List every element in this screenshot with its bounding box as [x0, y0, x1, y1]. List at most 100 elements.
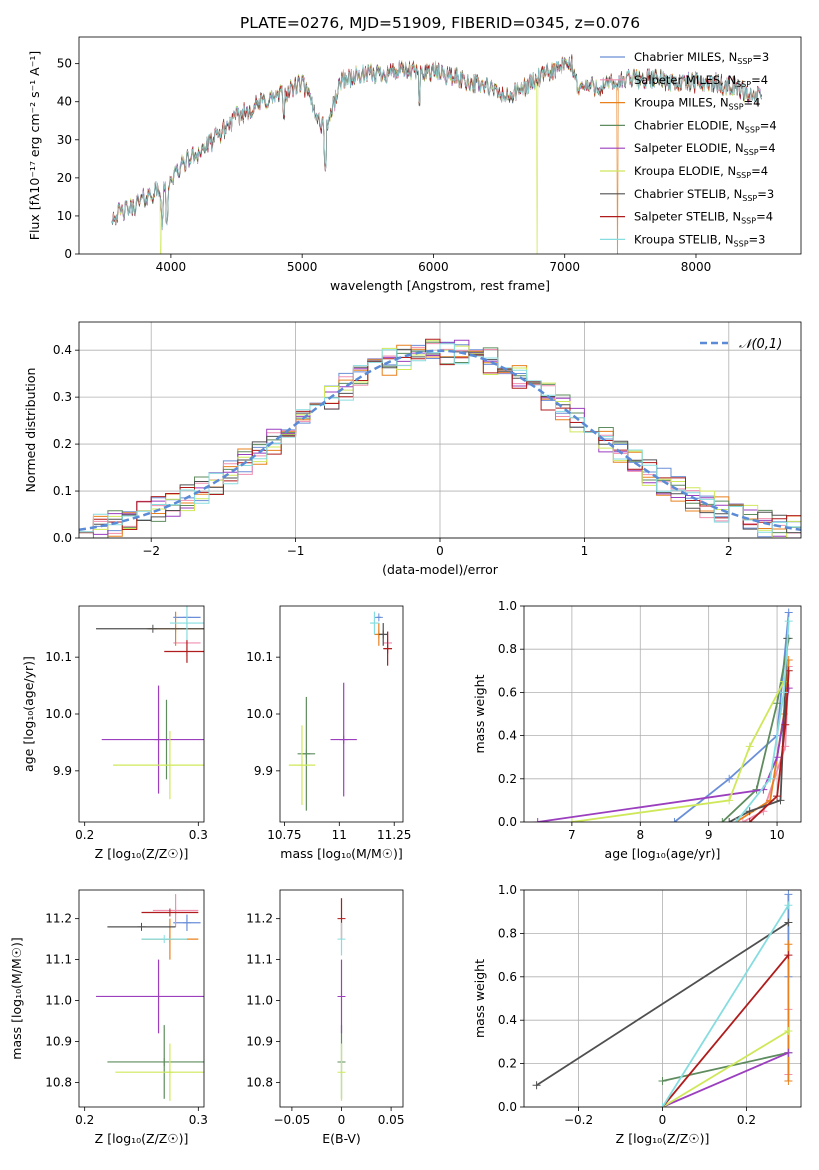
x-tick-label: 0.2	[75, 1113, 94, 1127]
legend-entry: Kroupa MILES, NSSP=4	[634, 96, 760, 112]
weight-marker	[779, 688, 788, 697]
x-axis-label: mass [log₁₀(M/M☉)]	[280, 846, 402, 861]
y-tick-label: 10	[57, 209, 72, 223]
weight-marker	[670, 818, 679, 822]
x-tick-label: −1	[287, 544, 305, 558]
y-axis-label: mass weight	[472, 959, 487, 1038]
axes-frame	[78, 321, 802, 539]
histogram-panel: −2 −1 0 1 2 0.0 0.1 0.2 0.3 0.4 (data-model)/error…	[23, 321, 802, 577]
age-vs-z-panel: 0.2 0.3 9.9 10.0 10.1 Z [log₁₀(Z/Z☉)] age [log…	[21, 605, 208, 861]
legend-entry: Chabrier ELODIE, NSSP=4	[634, 118, 777, 134]
weight-marker	[784, 951, 793, 960]
legend-entry: Kroupa ELODIE, NSSP=4	[634, 164, 768, 180]
axes-frame	[523, 605, 802, 823]
weight-marker	[745, 818, 754, 822]
y-tick-label: 0.0	[498, 1100, 517, 1114]
y-tick-label: 11.0	[246, 994, 273, 1008]
y-tick-label: 10.9	[45, 1034, 72, 1048]
mass-vs-z-panel-plot-area	[96, 894, 204, 1101]
y-tick-label: 0.1	[53, 484, 72, 498]
weight-marker	[784, 940, 793, 949]
weight-marker	[773, 699, 782, 708]
data-point	[154, 992, 163, 1001]
x-axis-label: wavelength [Angstrom, rest frame]	[330, 278, 550, 293]
x-tick-label: 1	[581, 544, 589, 558]
weight-marker	[725, 796, 734, 805]
legend-entry: Salpeter ELODIE, NSSP=4	[634, 141, 776, 157]
weight-line	[536, 921, 789, 1087]
x-tick-label: 5000	[287, 260, 318, 274]
weight-marker	[738, 818, 747, 822]
y-axis-label: age [log₁₀(age/yr)]	[21, 656, 36, 772]
data-point	[337, 935, 346, 944]
axes-frame	[78, 36, 802, 255]
y-tick-label: 0.2	[498, 1057, 517, 1071]
y-tick-label: 0.3	[53, 390, 72, 404]
y-tick-label: 11.2	[246, 912, 273, 926]
y-axis-label: Normed distribution	[23, 368, 38, 493]
y-tick-label: 1.0	[498, 599, 517, 613]
weight-line	[749, 670, 790, 822]
spectrum-line	[111, 57, 762, 230]
weight-line	[735, 621, 790, 822]
data-point	[337, 914, 346, 923]
x-tick-label: −0.05	[274, 1113, 311, 1127]
weight-marker	[784, 1048, 793, 1057]
y-tick-label: 0.4	[498, 1013, 517, 1027]
data-point	[297, 761, 306, 770]
weight-marker	[781, 720, 790, 729]
x-tick-label: 7000	[549, 260, 580, 274]
y-tick-label: 0.8	[498, 926, 517, 940]
y-tick-label: 50	[57, 57, 72, 71]
y-tick-label: 11.1	[45, 953, 72, 967]
x-axis-label: Z [log₁₀(Z/Z☉)]	[616, 1131, 710, 1146]
y-tick-label: 10.0	[246, 707, 273, 721]
data-point	[165, 761, 174, 770]
data-point	[302, 749, 311, 758]
spectrum-panel: 4000 5000 6000 7000 8000 0 10 20 30 40 50 wavelengt…	[27, 36, 802, 293]
age-vs-z-panel-plot-area	[96, 606, 204, 800]
y-tick-label: 0	[64, 247, 72, 261]
data-point	[383, 644, 392, 653]
y-tick-label: 0.8	[498, 642, 517, 656]
x-tick-label: 0	[436, 544, 444, 558]
y-tick-label: 0.6	[498, 685, 517, 699]
y-tick-label: 20	[57, 171, 72, 185]
x-tick-label: 8000	[681, 260, 712, 274]
data-point	[182, 619, 191, 628]
spectrum-legend: Chabrier MILES, NSSP=3 Salpeter MILES, NS…	[600, 50, 777, 248]
data-point	[137, 922, 146, 931]
y-tick-label: 1.0	[498, 883, 517, 897]
weight-vs-z-panel: −0.2 0 0.2 0.0 0.2 0.4 0.6 0.8 1.0 Z [log₁₀(Z/Z☉)…	[472, 883, 802, 1146]
legend-entry: Salpeter MILES, NSSP=4	[634, 73, 768, 89]
figure-title: PLATE=0276, MJD=51909, FIBERID=0345, z=0…	[240, 14, 640, 32]
y-tick-label: 10.1	[246, 650, 273, 664]
weight-marker	[658, 1076, 667, 1085]
weight-marker	[766, 774, 775, 783]
legend-entry: Chabrier STELIB, NSSP=3	[634, 187, 774, 203]
legend-entry: Chabrier MILES, NSSP=3	[634, 50, 769, 66]
data-point	[154, 735, 163, 744]
weight-marker	[732, 818, 741, 822]
y-tick-label: 0.0	[53, 531, 72, 545]
weight-marker	[567, 818, 576, 822]
x-tick-label: 10.75	[267, 828, 301, 842]
y-axis-label: mass [log₁₀(M/M☉)]	[9, 937, 24, 1059]
data-point	[165, 908, 174, 917]
axes-frame	[279, 889, 404, 1108]
y-tick-label: 9.9	[53, 764, 72, 778]
x-tick-label: 11.25	[377, 828, 411, 842]
spectrum-panel-plot-area	[111, 54, 762, 254]
x-tick-label: 9	[705, 828, 713, 842]
weight-marker	[773, 792, 782, 801]
x-tick-label: 0	[338, 1113, 346, 1127]
y-tick-label: 40	[57, 95, 72, 109]
axes-frame	[78, 605, 205, 823]
data-point	[182, 647, 191, 656]
data-point	[374, 613, 383, 622]
weight-line	[662, 1051, 789, 1107]
x-tick-label: 11	[332, 828, 347, 842]
weight-line	[721, 638, 790, 822]
x-axis-label: age [log₁₀(age/yr)]	[605, 846, 721, 861]
